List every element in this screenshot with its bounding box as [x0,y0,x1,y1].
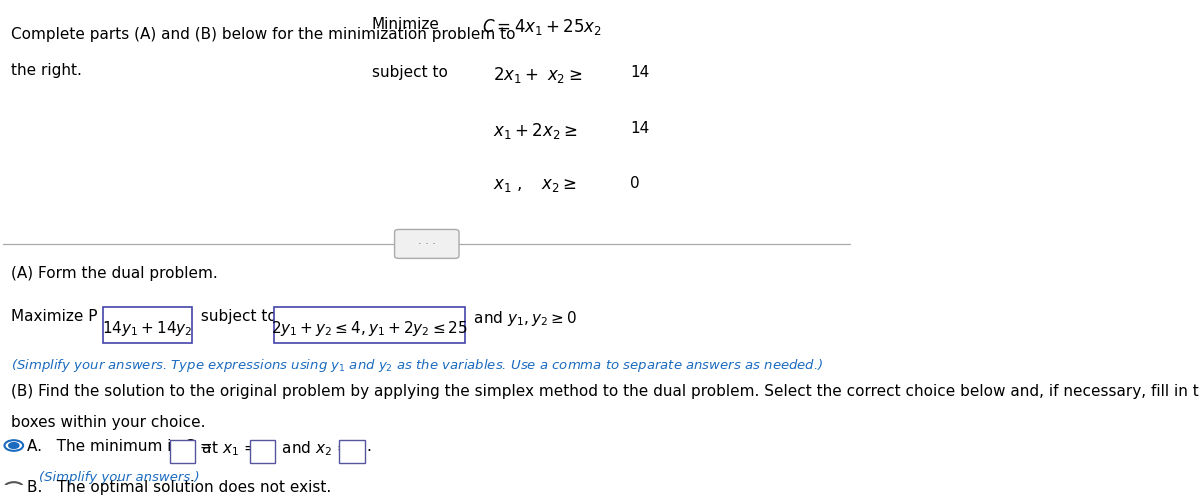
Text: at $x_1$ =: at $x_1$ = [197,439,258,458]
FancyBboxPatch shape [103,306,192,343]
FancyBboxPatch shape [340,440,365,463]
Text: $14y_1 + 14y_2$: $14y_1 + 14y_2$ [102,318,193,338]
Text: subject to: subject to [196,309,282,324]
Text: subject to: subject to [372,65,448,80]
Text: B.   The optimal solution does not exist.: B. The optimal solution does not exist. [26,480,331,495]
Circle shape [8,443,19,449]
Circle shape [5,440,23,451]
Text: · · ·: · · · [418,239,436,249]
Text: 14: 14 [630,121,649,136]
Text: $x_1 + 2x_2 \geq$: $x_1 + 2x_2 \geq$ [493,121,577,141]
Text: $x_1 \ , \quad x_2 \geq$: $x_1 \ , \quad x_2 \geq$ [493,177,576,195]
Text: 0: 0 [630,177,640,192]
Text: Maximize P =: Maximize P = [11,309,120,324]
Text: Minimize: Minimize [372,17,439,32]
Text: $2x_1 + \ x_2 \geq$: $2x_1 + \ x_2 \geq$ [493,65,582,85]
Text: .: . [366,439,372,454]
Text: (Simplify your answers.): (Simplify your answers.) [40,471,200,484]
Circle shape [5,482,23,493]
Text: the right.: the right. [11,63,82,78]
FancyBboxPatch shape [274,306,464,343]
Text: A.   The minimum is C =: A. The minimum is C = [26,439,217,454]
Text: $C = 4x_1 + 25x_2$: $C = 4x_1 + 25x_2$ [482,17,602,37]
Text: $2y_1 + y_2 \leq 4, y_1 + 2y_2 \leq 25$: $2y_1 + y_2 \leq 4, y_1 + 2y_2 \leq 25$ [271,318,468,338]
Text: (A) Form the dual problem.: (A) Form the dual problem. [11,265,218,280]
FancyBboxPatch shape [170,440,196,463]
FancyBboxPatch shape [250,440,275,463]
Text: (Simplify your answers. Type expressions using $y_1$ and $y_2$ as the variables.: (Simplify your answers. Type expressions… [11,357,823,374]
Text: and $x_2$ =: and $x_2$ = [277,439,350,458]
FancyBboxPatch shape [395,230,460,258]
Text: (B) Find the solution to the original problem by applying the simplex method to : (B) Find the solution to the original pr… [11,384,1200,399]
Text: boxes within your choice.: boxes within your choice. [11,415,205,430]
Text: 14: 14 [630,65,649,80]
Text: Complete parts (A) and (B) below for the minimization problem to: Complete parts (A) and (B) below for the… [11,27,516,42]
Text: and $y_1, y_2 \geq 0$: and $y_1, y_2 \geq 0$ [469,309,577,328]
